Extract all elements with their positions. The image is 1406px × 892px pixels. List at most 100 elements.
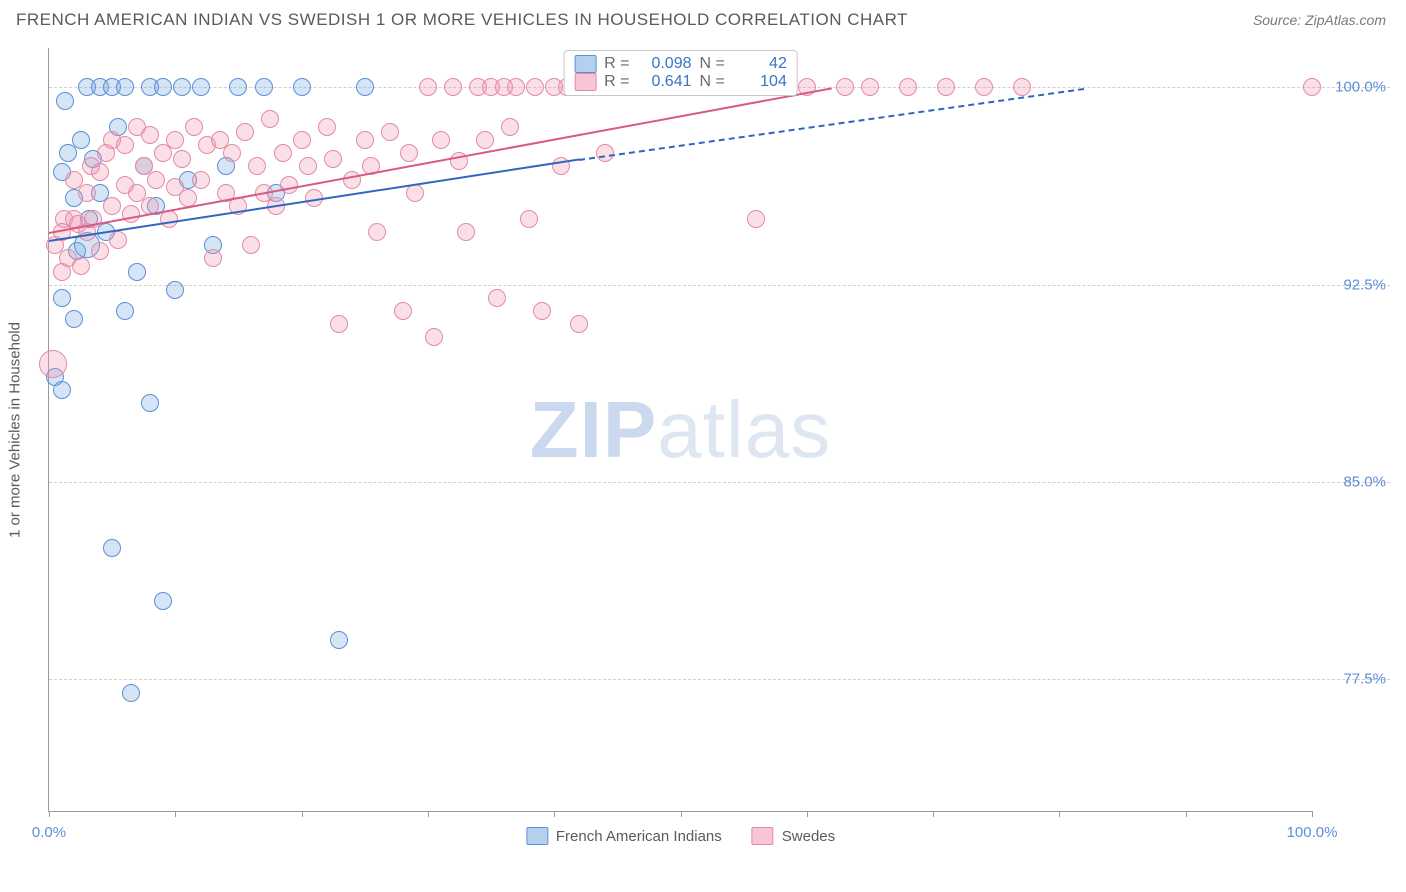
data-point-pink bbox=[526, 78, 544, 96]
data-point-pink bbox=[274, 144, 292, 162]
data-point-pink bbox=[324, 150, 342, 168]
y-tick-label: 77.5% bbox=[1343, 671, 1386, 688]
data-point-pink bbox=[192, 171, 210, 189]
chart-source: Source: ZipAtlas.com bbox=[1253, 12, 1386, 28]
r-value: 0.098 bbox=[638, 55, 692, 73]
data-point-blue bbox=[53, 289, 71, 307]
n-label: N = bbox=[700, 55, 725, 73]
gridline-h bbox=[49, 482, 1390, 483]
trend-line-dash-blue bbox=[579, 87, 1084, 160]
series-legend: French American Indians Swedes bbox=[526, 827, 835, 845]
y-tick-label: 85.0% bbox=[1343, 474, 1386, 491]
swatch-pink bbox=[752, 827, 774, 845]
x-tick bbox=[49, 811, 50, 817]
x-tick-label: 0.0% bbox=[32, 824, 66, 841]
data-point-pink bbox=[368, 223, 386, 241]
data-point-pink bbox=[141, 126, 159, 144]
stats-row-blue: R = 0.098 N = 42 bbox=[574, 55, 787, 73]
x-tick bbox=[1186, 811, 1187, 817]
data-point-pink bbox=[116, 136, 134, 154]
data-point-pink bbox=[400, 144, 418, 162]
data-point-pink bbox=[975, 78, 993, 96]
data-point-blue bbox=[56, 92, 74, 110]
data-point-pink bbox=[166, 131, 184, 149]
source-link[interactable]: ZipAtlas.com bbox=[1305, 12, 1386, 28]
chart-container: 1 or more Vehicles in Household ZIPatlas… bbox=[48, 48, 1390, 844]
chart-header: FRENCH AMERICAN INDIAN VS SWEDISH 1 OR M… bbox=[0, 0, 1406, 36]
stats-row-pink: R =0.641N =104 bbox=[574, 73, 787, 91]
watermark-zip: ZIP bbox=[530, 385, 657, 474]
n-label: N = bbox=[700, 73, 725, 91]
x-tick bbox=[302, 811, 303, 817]
data-point-pink bbox=[204, 249, 222, 267]
data-point-blue bbox=[103, 539, 121, 557]
x-tick-label: 100.0% bbox=[1287, 824, 1338, 841]
data-point-pink bbox=[1303, 78, 1321, 96]
r-value: 0.641 bbox=[638, 73, 692, 91]
data-point-pink bbox=[343, 171, 361, 189]
data-point-blue bbox=[154, 592, 172, 610]
data-point-pink bbox=[457, 223, 475, 241]
data-point-blue bbox=[255, 78, 273, 96]
x-tick bbox=[1059, 811, 1060, 817]
x-tick bbox=[1312, 811, 1313, 817]
data-point-blue bbox=[141, 394, 159, 412]
data-point-pink bbox=[330, 315, 348, 333]
data-point-pink bbox=[173, 150, 191, 168]
data-point-pink bbox=[419, 78, 437, 96]
gridline-h bbox=[49, 679, 1390, 680]
legend-item-blue: French American Indians bbox=[526, 827, 722, 845]
data-point-pink bbox=[501, 118, 519, 136]
data-point-pink bbox=[747, 210, 765, 228]
data-point-blue bbox=[72, 131, 90, 149]
data-point-pink bbox=[78, 184, 96, 202]
data-point-pink bbox=[432, 131, 450, 149]
data-point-pink bbox=[299, 157, 317, 175]
data-point-pink bbox=[596, 144, 614, 162]
data-point-blue bbox=[229, 78, 247, 96]
data-point-blue bbox=[166, 281, 184, 299]
data-point-blue bbox=[65, 310, 83, 328]
n-value: 42 bbox=[733, 55, 787, 73]
data-point-pink bbox=[1013, 78, 1031, 96]
data-point-pink bbox=[394, 302, 412, 320]
data-point-pink bbox=[937, 78, 955, 96]
data-point-pink bbox=[861, 78, 879, 96]
data-point-pink bbox=[248, 157, 266, 175]
watermark: ZIPatlas bbox=[530, 384, 831, 476]
data-point-pink bbox=[444, 78, 462, 96]
r-label: R = bbox=[604, 55, 629, 73]
data-point-pink bbox=[293, 131, 311, 149]
data-point-pink bbox=[236, 123, 254, 141]
n-value: 104 bbox=[733, 73, 787, 91]
data-point-pink bbox=[507, 78, 525, 96]
data-point-pink bbox=[520, 210, 538, 228]
data-point-pink bbox=[185, 118, 203, 136]
data-point-pink bbox=[147, 171, 165, 189]
data-point-pink bbox=[570, 315, 588, 333]
data-point-pink bbox=[103, 197, 121, 215]
stats-legend: R = 0.098 N = 42R = 0.641 N = 104 bbox=[563, 50, 798, 96]
legend-label: French American Indians bbox=[556, 828, 722, 845]
watermark-atlas: atlas bbox=[657, 385, 831, 474]
data-point-blue bbox=[293, 78, 311, 96]
data-point-pink bbox=[488, 289, 506, 307]
x-tick bbox=[807, 811, 808, 817]
data-point-blue bbox=[116, 302, 134, 320]
y-tick-label: 100.0% bbox=[1335, 79, 1386, 96]
data-point-pink bbox=[280, 176, 298, 194]
data-point-blue bbox=[53, 381, 71, 399]
source-label: Source: bbox=[1253, 12, 1301, 28]
data-point-pink bbox=[476, 131, 494, 149]
data-point-pink bbox=[356, 131, 374, 149]
data-point-pink bbox=[39, 350, 67, 378]
data-point-blue bbox=[330, 631, 348, 649]
data-point-pink bbox=[72, 257, 90, 275]
data-point-pink bbox=[425, 328, 443, 346]
legend-item-pink: Swedes bbox=[752, 827, 835, 845]
legend-label: Swedes bbox=[782, 828, 835, 845]
data-point-pink bbox=[836, 78, 854, 96]
data-point-pink bbox=[242, 236, 260, 254]
data-point-pink bbox=[261, 110, 279, 128]
swatch-blue bbox=[526, 827, 548, 845]
